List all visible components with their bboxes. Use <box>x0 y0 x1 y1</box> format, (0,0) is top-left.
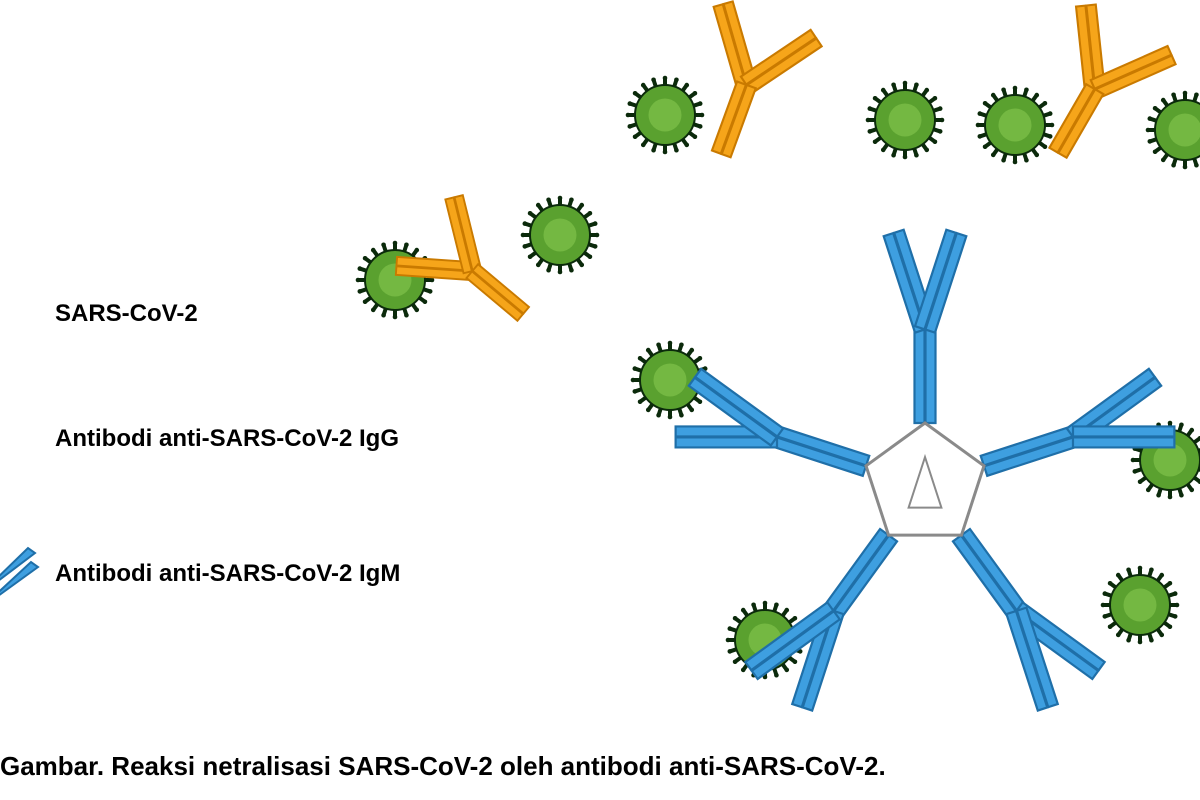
legend-igm-text: Antibodi anti-SARS-CoV-2 IgM <box>55 560 400 587</box>
legend-item-virus: SARS-CoV-2 <box>55 300 198 328</box>
virus-particle-icon <box>865 80 945 160</box>
caption-prefix: Gambar. <box>0 751 104 781</box>
diagram-canvas: SARS-CoV-2 Antibodi anti-SARS-CoV-2 IgG … <box>0 0 1200 800</box>
legend-igg-text: Antibodi anti-SARS-CoV-2 IgG <box>55 425 399 452</box>
igm-antibody-icon <box>628 188 1200 782</box>
igm-fragment-icon <box>0 545 50 615</box>
legend-item-igm: Antibodi anti-SARS-CoV-2 IgM <box>55 560 400 588</box>
igg-antibody-icon <box>357 159 572 372</box>
igg-antibody-icon <box>645 0 854 186</box>
legend-virus-text: SARS-CoV-2 <box>55 300 198 327</box>
legend-item-igg: Antibodi anti-SARS-CoV-2 IgG <box>55 425 399 453</box>
